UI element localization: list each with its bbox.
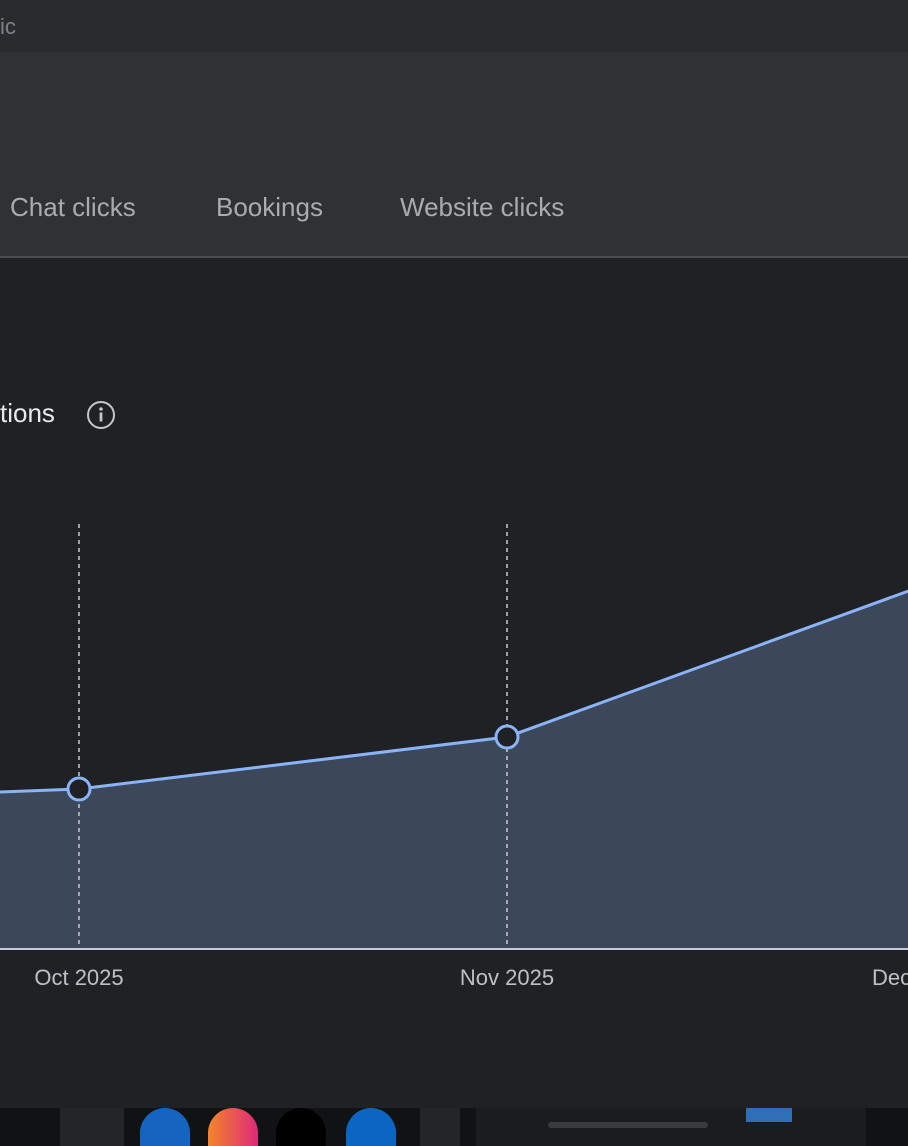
linkedin-icon[interactable] [346, 1108, 396, 1146]
breadcrumb: ic [0, 14, 16, 39]
performance-chart [0, 524, 908, 950]
chart-title: tions [0, 398, 55, 428]
x-tick-label: Oct 2025 [34, 965, 124, 990]
top-strip: ic [0, 0, 908, 52]
tab-bookings[interactable]: Bookings [216, 192, 323, 222]
x-tick-label: Nov 2025 [459, 965, 555, 990]
taskbar [0, 1108, 908, 1146]
data-point [66, 776, 92, 802]
facebook-icon[interactable] [140, 1108, 190, 1146]
series-line [0, 589, 908, 794]
taskbar-item[interactable] [60, 1108, 124, 1146]
metrics-tab-bar [0, 52, 908, 258]
window-title-bar [548, 1122, 708, 1128]
data-point [494, 724, 520, 750]
x-icon[interactable] [276, 1108, 326, 1146]
instagram-icon[interactable] [208, 1108, 258, 1146]
x-tick-label: Dec [872, 965, 908, 990]
info-icon[interactable] [86, 400, 116, 430]
tab-chat-clicks[interactable]: Chat clicks [10, 192, 136, 222]
tab-website-clicks[interactable]: Website clicks [400, 192, 565, 222]
taskbar-window[interactable] [476, 1108, 866, 1146]
window-accent [746, 1108, 792, 1122]
series-area [0, 591, 908, 949]
taskbar-item[interactable] [420, 1108, 460, 1146]
